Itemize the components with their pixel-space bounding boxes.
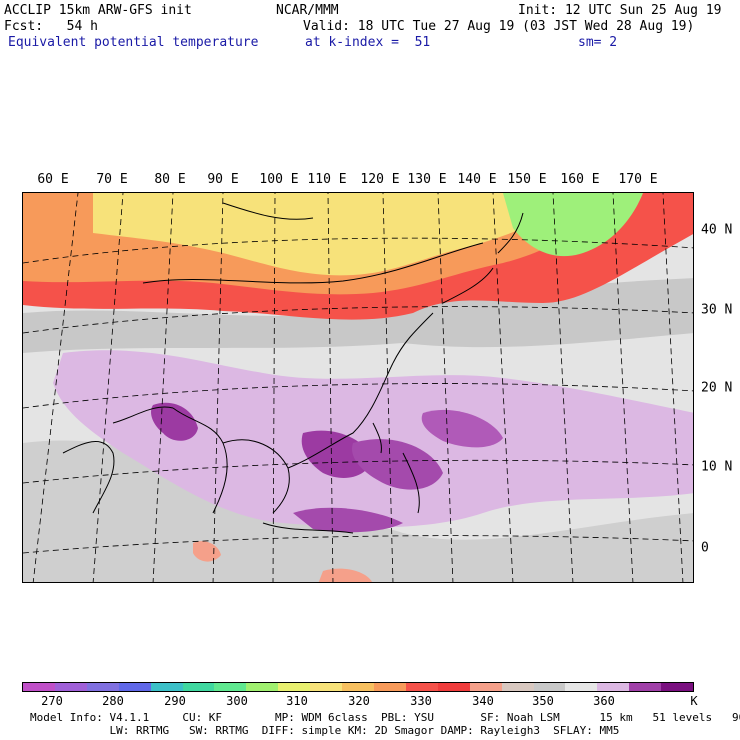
colorbar-swatch: [150, 683, 183, 691]
lat-label: 10 N: [701, 459, 733, 475]
colorbar-swatch: [342, 683, 374, 691]
lon-label: 160 E: [560, 172, 600, 187]
colorbar-swatch: [86, 683, 119, 691]
colorbar-tick-label: 280: [102, 694, 124, 708]
lon-label: 60 E: [37, 172, 69, 187]
map-panel: [22, 192, 694, 583]
lat-label: 20 N: [701, 380, 733, 396]
lavender-360-area: [53, 350, 693, 528]
purple-core-indonesia: [293, 507, 403, 533]
colorbar-unit: K: [690, 694, 698, 708]
colorbar-swatch: [23, 683, 55, 691]
colorbar-swatch: [565, 683, 598, 691]
colorbar-tick-label: 290: [164, 694, 186, 708]
center-label: NCAR/MMM: [276, 3, 339, 18]
colorbar-tick-label: 340: [472, 694, 494, 708]
colorbar-tick-label: 330: [410, 694, 432, 708]
colorbar-swatch: [469, 683, 502, 691]
colorbar-swatch: [501, 683, 534, 691]
colorbar-swatch: [310, 683, 343, 691]
colorbar-swatch: [246, 683, 279, 691]
purple-core-philippine-sea: [352, 439, 443, 490]
colorbar-tick-label: 320: [348, 694, 370, 708]
colorbar-swatch: [373, 683, 406, 691]
colorbar-tick-label: 270: [41, 694, 63, 708]
colorbar-swatch: [597, 683, 630, 691]
colorbar-tick-label: 350: [532, 694, 554, 708]
colorbar-swatch: [533, 683, 566, 691]
lon-label: 80 E: [154, 172, 186, 187]
colorbar: [22, 682, 694, 692]
colorbar-swatch: [405, 683, 438, 691]
lon-label: 170 E: [618, 172, 658, 187]
lon-label: 130 E: [407, 172, 447, 187]
valid-time: Valid: 18 UTC Tue 27 Aug 19 (03 JST Wed …: [303, 19, 695, 34]
lon-label: 100 E: [259, 172, 299, 187]
coastlines: [62, 202, 524, 534]
green-300-patch: [503, 193, 643, 257]
model-title: ACCLIP 15km ARW-GFS init: [4, 3, 192, 18]
forecast-hour: Fcst: 54 h: [4, 19, 98, 34]
colorbar-swatch: [54, 683, 87, 691]
lon-label: 150 E: [507, 172, 547, 187]
model-info-line1: Model Info: V4.1.1 CU: KF MP: WDM 6class…: [30, 711, 740, 724]
colorbar-swatch: [629, 683, 662, 691]
colorbar-swatch: [278, 683, 311, 691]
lat-label: 0: [701, 540, 709, 556]
graticule: [23, 193, 693, 582]
model-info-line2: LW: RRTMG SW: RRTMG DIFF: simple KM: 2D …: [30, 724, 620, 737]
lat-label: 40 N: [701, 222, 733, 238]
smoothing-label: sm= 2: [578, 35, 618, 50]
lon-label: 120 E: [360, 172, 400, 187]
colorbar-tick-label: 310: [286, 694, 308, 708]
lon-label: 140 E: [457, 172, 497, 187]
theta-e-field: [23, 193, 693, 582]
colorbar-swatch: [661, 683, 694, 691]
colorbar-swatch: [118, 683, 151, 691]
colorbar-tick-label: 300: [226, 694, 248, 708]
lon-label: 110 E: [307, 172, 347, 187]
colorbar-tick-label: 360: [593, 694, 615, 708]
lat-label: 30 N: [701, 302, 733, 318]
colorbar-swatch: [214, 683, 247, 691]
colorbar-swatch: [182, 683, 215, 691]
field-name: Equivalent potential temperature: [8, 35, 259, 50]
init-time: Init: 12 UTC Sun 25 Aug 19: [518, 3, 722, 18]
level-label: at k-index = 51: [305, 35, 431, 50]
orange-patch-sumatra: [193, 541, 221, 562]
lon-label: 70 E: [96, 172, 128, 187]
colorbar-swatch: [437, 683, 470, 691]
purple-core-west-pacific: [421, 409, 503, 448]
yellow-310-band: [93, 193, 583, 276]
purple-core-bay-of-bengal: [151, 402, 198, 441]
lon-label: 90 E: [207, 172, 239, 187]
orange-patch-java: [318, 568, 372, 582]
